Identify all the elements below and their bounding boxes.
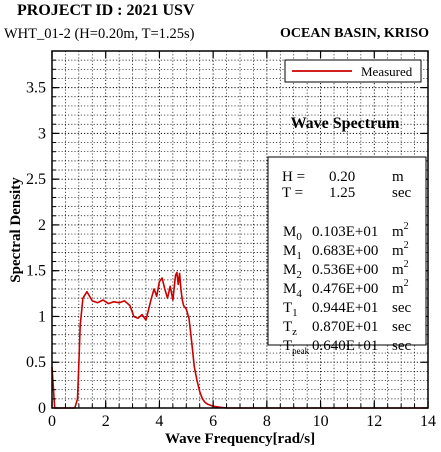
param-unit: sec xyxy=(392,185,411,201)
moment-superscript: 2 xyxy=(404,221,409,232)
lab-name: OCEAN BASIN, KRISO xyxy=(280,26,429,41)
y-tick-label: 2.5 xyxy=(26,171,46,188)
x-tick-label: 4 xyxy=(155,413,163,430)
y-axis-label: Spectral Density xyxy=(8,177,24,283)
series-line-measured xyxy=(51,271,428,409)
y-tick-label: 0.5 xyxy=(26,354,46,371)
param-value: 0.20 xyxy=(329,169,355,185)
moment-value: 0.476E+00 xyxy=(312,281,378,297)
moment-subscript: 4 xyxy=(296,288,302,300)
y-tick-label: 1.5 xyxy=(26,263,46,280)
moment-subscript: 1 xyxy=(296,250,302,262)
chart-title: Wave Spectrum xyxy=(291,115,401,132)
moment-unit: sec xyxy=(392,338,411,354)
x-axis-label: Wave Frequency[rad/s] xyxy=(165,431,315,447)
moment-superscript: 2 xyxy=(404,240,409,251)
legend-box xyxy=(284,59,422,83)
moment-value: 0.103E+01 xyxy=(312,224,378,240)
y-tick-label: 1 xyxy=(38,308,46,325)
moment-value: 0.944E+01 xyxy=(312,300,378,316)
y-tick-label: 2 xyxy=(38,217,46,234)
y-tick-label: 0 xyxy=(38,400,46,417)
moment-superscript: 2 xyxy=(404,278,409,289)
moment-subscript: 1 xyxy=(292,307,298,319)
moment-unit: sec xyxy=(392,319,411,335)
moment-subscript: z xyxy=(292,326,297,338)
series-layer xyxy=(51,271,428,409)
legend: Measured xyxy=(284,59,422,83)
moment-superscript: 2 xyxy=(404,259,409,270)
param-value: 1.25 xyxy=(329,185,355,201)
x-tick-label: 6 xyxy=(209,413,217,430)
x-tick-label: 10 xyxy=(313,413,329,430)
x-tick-label: 12 xyxy=(366,413,382,430)
project-id-title: PROJECT ID : 2021 USV xyxy=(17,2,195,19)
moment-value: 0.683E+00 xyxy=(312,243,378,259)
moment-value: 0.640E+01 xyxy=(312,338,378,354)
x-tick-label: 0 xyxy=(48,413,56,430)
y-tick-label: 3.5 xyxy=(26,80,46,97)
moment-subscript: 2 xyxy=(296,269,302,281)
moment-value: 0.870E+01 xyxy=(312,319,378,335)
y-tick-label: 3 xyxy=(38,125,46,142)
moment-value: 0.536E+00 xyxy=(312,262,378,278)
moment-subscript: peak xyxy=(292,346,309,356)
moment-subscript: 0 xyxy=(296,231,302,243)
info-box-frame xyxy=(267,156,427,346)
x-tick-label: 8 xyxy=(263,413,271,430)
run-description: WHT_01-2 (H=0.20m, T=1.25s) xyxy=(4,26,195,42)
moment-unit: sec xyxy=(392,300,411,316)
x-tick-label: 14 xyxy=(420,413,436,430)
param-unit: m xyxy=(392,169,404,185)
param-label: T = xyxy=(282,185,303,201)
x-tick-label: 2 xyxy=(102,413,110,430)
legend-label: Measured xyxy=(361,64,413,79)
param-label: H = xyxy=(282,169,305,185)
